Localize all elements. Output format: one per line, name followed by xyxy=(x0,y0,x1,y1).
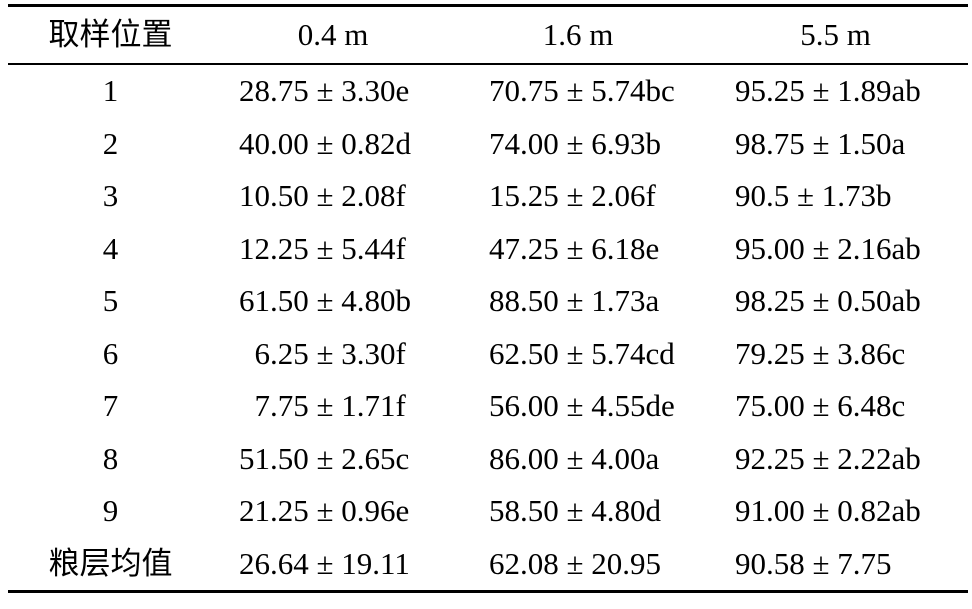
value-1-6m-cell: 62.08 ± 20.95 xyxy=(489,545,662,581)
table-row: 2 40.00 ± 0.82d 74.00 ± 6.93b 98.75 ± 1.50a xyxy=(8,118,968,171)
value-1-6m-cell: 15.25 ± 2.06f xyxy=(489,178,656,213)
value-1-6m-cell: 47.25 ± 6.18e xyxy=(489,230,660,266)
value-0-4m-cell: 51.50 ± 2.65c xyxy=(239,440,410,476)
position-cell: 3 xyxy=(102,178,119,213)
position-cell: 5 xyxy=(102,283,119,318)
value-5-5m-cell: 95.25 ± 1.89ab xyxy=(735,73,921,108)
position-cell: 1 xyxy=(102,73,119,108)
data-table-container: 取样位置 0.4 m 1.6 m 5.5 m 1 28.75 ± 3.30e 70.… xyxy=(8,4,968,593)
value-1-6m-cell: 74.00 ± 6.93b xyxy=(489,125,662,161)
value-5-5m-cell: 90.5 ± 1.73b xyxy=(735,178,892,213)
table-row: 7 7.75 ± 1.71f 56.00 ± 4.55de 75.00 ± 6.48… xyxy=(8,380,968,433)
value-0-4m-cell: 12.25 ± 5.44f xyxy=(239,230,406,266)
value-5-5m-cell: 92.25 ± 2.22ab xyxy=(735,440,921,476)
position-cell: 4 xyxy=(102,230,119,266)
value-1-6m-cell: 58.50 ± 4.80d xyxy=(489,493,662,528)
position-cell: 9 xyxy=(102,493,119,528)
value-0-4m-cell: 26.64 ± 19.11 xyxy=(239,545,410,581)
position-cell: 2 xyxy=(102,125,119,161)
table-row: 6 6.25 ± 3.30f 62.50 ± 5.74cd 79.25 ± 3.86… xyxy=(8,328,968,381)
value-1-6m-cell: 86.00 ± 4.00a xyxy=(489,440,660,476)
table-header: 取样位置 0.4 m 1.6 m 5.5 m xyxy=(8,5,968,64)
value-0-4m-cell: 6.25 ± 3.30f xyxy=(239,335,406,371)
value-5-5m-cell: 90.58 ± 7.75 xyxy=(735,545,892,581)
header-depth-0-4m: 0.4 m xyxy=(297,17,369,52)
value-0-4m-cell: 28.75 ± 3.30e xyxy=(239,73,410,108)
value-5-5m-cell: 79.25 ± 3.86c xyxy=(735,335,906,371)
value-5-5m-cell: 91.00 ± 0.82ab xyxy=(735,493,921,528)
data-table: 取样位置 0.4 m 1.6 m 5.5 m 1 28.75 ± 3.30e 70.… xyxy=(8,4,968,593)
table-row: 5 61.50 ± 4.80b 88.50 ± 1.73a 98.25 ± 0.50a… xyxy=(8,275,968,328)
table-row: 1 28.75 ± 3.30e 70.75 ± 5.74bc 95.25 ± 1.89… xyxy=(8,64,968,118)
value-1-6m-cell: 70.75 ± 5.74bc xyxy=(489,73,675,108)
value-1-6m-cell: 88.50 ± 1.73a xyxy=(489,283,660,318)
header-depth-5-5m: 5.5 m xyxy=(800,17,871,52)
table-row: 8 51.50 ± 2.65c 86.00 ± 4.00a 92.25 ± 2.22a… xyxy=(8,433,968,486)
value-5-5m-cell: 75.00 ± 6.48c xyxy=(735,388,906,423)
value-5-5m-cell: 95.00 ± 2.16ab xyxy=(735,230,921,266)
value-0-4m-cell: 40.00 ± 0.82d xyxy=(239,125,412,161)
table-row: 9 21.25 ± 0.96e 58.50 ± 4.80d 91.00 ± 0.82a… xyxy=(8,485,968,538)
header-row: 取样位置 0.4 m 1.6 m 5.5 m xyxy=(8,5,968,64)
value-1-6m-cell: 56.00 ± 4.55de xyxy=(489,388,675,423)
position-cell: 粮层均值 xyxy=(48,545,173,581)
position-cell: 8 xyxy=(102,440,119,476)
value-1-6m-cell: 62.50 ± 5.74cd xyxy=(489,335,675,371)
value-0-4m-cell: 10.50 ± 2.08f xyxy=(239,178,406,213)
table-body: 1 28.75 ± 3.30e 70.75 ± 5.74bc 95.25 ± 1.89… xyxy=(8,64,968,592)
value-0-4m-cell: 61.50 ± 4.80b xyxy=(239,283,412,318)
table-row: 4 12.25 ± 5.44f 47.25 ± 6.18e 95.00 ± 2.16a… xyxy=(8,223,968,276)
value-0-4m-cell: 7.75 ± 1.71f xyxy=(239,388,406,423)
table-row: 3 10.50 ± 2.08f 15.25 ± 2.06f 90.5 ± 1.73b xyxy=(8,170,968,223)
value-5-5m-cell: 98.75 ± 1.50a xyxy=(735,125,906,161)
table-row-mean: 粮层均值 26.64 ± 19.11 62.08 ± 20.95 90.58 ± 7.… xyxy=(8,538,968,592)
header-sampling-position: 取样位置 xyxy=(48,17,173,52)
position-cell: 7 xyxy=(102,388,119,423)
value-5-5m-cell: 98.25 ± 0.50ab xyxy=(735,283,921,318)
header-depth-1-6m: 1.6 m xyxy=(542,17,614,52)
value-0-4m-cell: 21.25 ± 0.96e xyxy=(239,493,410,528)
position-cell: 6 xyxy=(102,335,119,371)
